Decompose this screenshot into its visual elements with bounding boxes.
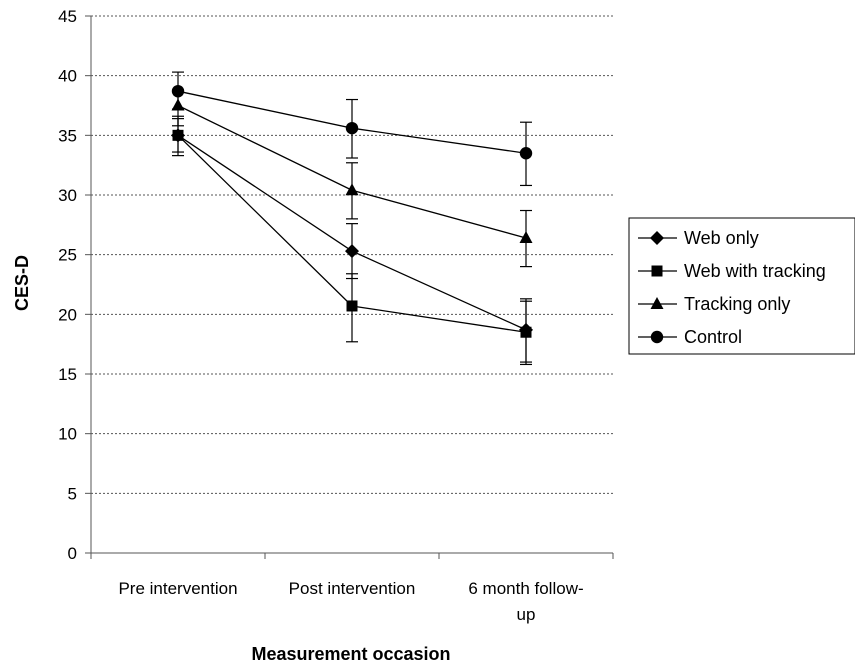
x-tick-label: 6 month follow- — [468, 579, 583, 598]
legend-label: Web with tracking — [684, 261, 826, 281]
legend-label: Web only — [684, 228, 759, 248]
y-tick-label: 45 — [58, 7, 77, 26]
legend-marker — [650, 297, 664, 309]
x-axis-title: Measurement occasion — [251, 644, 450, 664]
y-tick-label: 40 — [58, 67, 77, 86]
data-point — [345, 121, 359, 135]
series-web-with-tracking — [172, 118, 532, 366]
x-tick-label: Pre intervention — [118, 579, 237, 598]
y-tick-label: 20 — [58, 305, 77, 324]
legend-box — [628, 217, 855, 355]
legend-marker — [651, 265, 663, 277]
series-control — [171, 71, 533, 187]
series-layer — [171, 71, 533, 366]
y-axis-title: CES-D — [12, 255, 32, 311]
legend-item: Tracking only — [638, 294, 790, 314]
axes: 0 5 10 15 20 25 30 35 40 45 Pre intervention Post i… — [58, 7, 614, 624]
x-tick-label: Post intervention — [289, 579, 416, 598]
legend-marker — [650, 330, 664, 344]
legend-marker — [650, 231, 664, 245]
y-tick-label: 0 — [68, 544, 77, 563]
data-point — [171, 84, 185, 98]
legend-item: Web with tracking — [638, 261, 826, 281]
data-point — [345, 183, 359, 196]
data-point — [520, 326, 532, 338]
y-tick-label: 10 — [58, 425, 77, 444]
legend-label: Control — [684, 327, 742, 347]
data-point — [519, 147, 533, 160]
legend-item: Control — [638, 327, 742, 347]
y-tick-label: 30 — [58, 186, 77, 205]
y-tick-label: 15 — [58, 365, 77, 384]
data-point — [172, 129, 184, 141]
y-tick-label: 5 — [68, 484, 77, 503]
data-point — [345, 244, 359, 259]
x-tick-label: up — [517, 605, 536, 624]
legend: Web only Web with tracking Tracking only Co… — [628, 217, 855, 355]
data-point — [519, 230, 533, 243]
y-tick-label: 25 — [58, 246, 77, 265]
legend-item: Web only — [638, 228, 759, 248]
y-tick-label: 35 — [58, 126, 77, 145]
data-point — [346, 300, 358, 312]
legend-label: Tracking only — [684, 294, 790, 314]
